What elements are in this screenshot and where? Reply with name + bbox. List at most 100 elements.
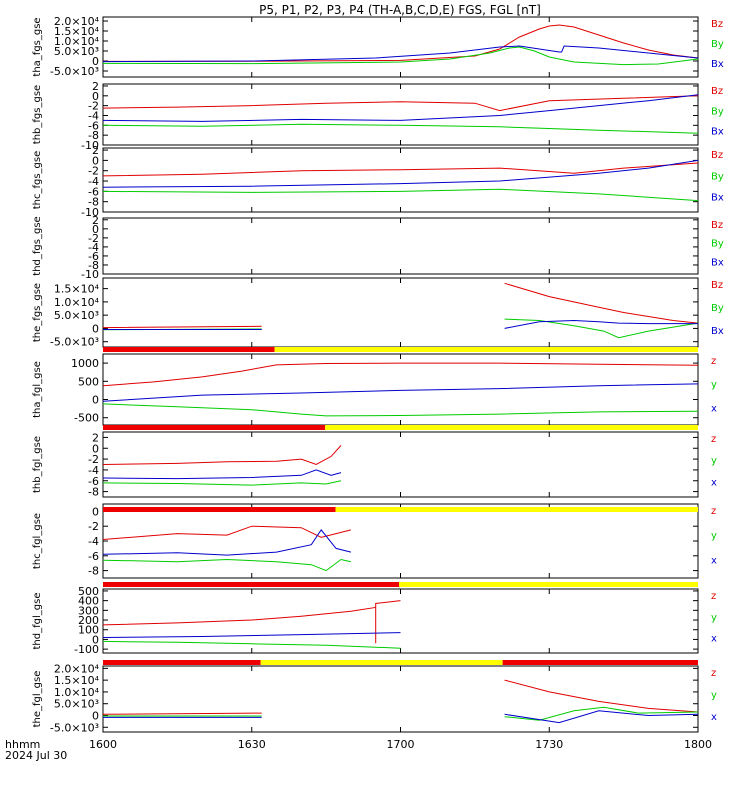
y-axis-label: thd_fgl_gse <box>32 593 43 650</box>
legend-y: y <box>711 612 717 623</box>
y-tick-label: 1.5×10⁴ <box>54 674 100 687</box>
legend-bz: Bz <box>711 19 723 30</box>
y-tick-label: 0 <box>92 55 99 68</box>
y-tick-label: -6 <box>88 185 99 198</box>
date-label: 2024 Jul 30 <box>5 749 67 762</box>
legend-x: x <box>711 403 717 414</box>
legend-bx: Bx <box>711 193 724 204</box>
time-format-label: hhmm <box>5 738 40 751</box>
series-bz-line <box>102 282 699 329</box>
panel-6: 1000 500 0 -500 tha_fgl_gse z y x <box>32 353 717 426</box>
y-tick-label: 0 <box>92 90 99 103</box>
y-tick-label: -5.0×10³ <box>50 336 99 349</box>
legend-y: y <box>711 456 717 467</box>
panel-frame <box>102 217 699 275</box>
panel-7: 20-2-4-6-8 thb_fgl_gse zyx <box>32 431 717 498</box>
y-tick-label: 2.0×10⁴ <box>54 15 100 28</box>
panels-group: 2.0×10⁴1.5×10⁴1.0×10⁴5.0×10³0-5.0×10³tha… <box>32 15 724 751</box>
series-y-line <box>103 706 699 721</box>
series-by-line <box>102 123 699 134</box>
status-bar-segment <box>103 347 275 352</box>
series-bx-line <box>102 45 699 63</box>
series-by-line <box>102 188 699 202</box>
y-tick-label: -2 <box>88 100 99 113</box>
series-bz-line <box>102 95 699 112</box>
y-tick-label: -4 <box>88 464 99 477</box>
y-tick-label: 200 <box>78 614 99 627</box>
legend-x: x <box>711 712 717 723</box>
legend-by: By <box>711 171 724 182</box>
y-tick-label: 0 <box>92 394 99 407</box>
y-tick-label: -4 <box>88 535 99 548</box>
y-tick-label: -6 <box>88 550 99 563</box>
legend-bz: Bz <box>711 86 723 97</box>
legend-bz: Bz <box>711 280 723 291</box>
y-axis-label: tha_fgl_gse <box>32 361 43 418</box>
legend-x: x <box>711 555 717 566</box>
y-tick-label: 0 <box>92 710 99 723</box>
series-x-line <box>102 383 699 402</box>
status-bar-segment <box>103 425 326 430</box>
legend-bx: Bx <box>711 326 724 337</box>
y-tick-label: 5.0×10³ <box>54 45 99 58</box>
y-tick-label: -2 <box>88 453 99 466</box>
y-tick-label: 0 <box>92 505 99 518</box>
y-tick-label: -8 <box>88 259 99 272</box>
status-bar-segment <box>335 507 698 512</box>
y-tick-label: -5.0×10³ <box>50 721 99 734</box>
y-tick-label: 1.0×10⁴ <box>54 686 100 699</box>
y-axis-label: thb_fgl_gse <box>32 436 43 493</box>
series-by-line <box>102 318 699 339</box>
y-tick-label: 1000 <box>71 357 99 370</box>
y-tick-label: 2 <box>92 431 99 444</box>
panel-frame <box>102 16 699 78</box>
y-axis-label: tha_fgs_gse <box>32 17 43 76</box>
y-tick-label: 1.5×10⁴ <box>54 283 100 296</box>
series-y-line <box>102 480 342 486</box>
series-by-line <box>102 46 699 66</box>
y-tick-label: 2 <box>92 214 99 227</box>
y-tick-label: -10 <box>81 139 99 152</box>
legend-z: z <box>711 591 716 602</box>
status-bar-segment <box>260 660 503 665</box>
y-tick-label: -6 <box>88 119 99 132</box>
legend-x: x <box>711 634 717 645</box>
series-x-line <box>102 529 352 556</box>
x-tick-label: 1700 <box>387 738 415 751</box>
panel-3: 20-2-4-6-8-10 thc_fgs_gse Bz By Bx <box>32 144 724 219</box>
y-tick-label: 2.0×10⁴ <box>54 662 100 675</box>
series-x-line <box>103 710 699 724</box>
panel-frame <box>102 503 699 579</box>
y-tick-label: -4 <box>88 109 99 122</box>
y-tick-label: 300 <box>78 604 99 617</box>
y-axis-label: thc_fgs_gse <box>32 151 43 210</box>
y-tick-label: 2 <box>92 144 99 157</box>
y-tick-label: 400 <box>78 595 99 608</box>
series-x-line <box>102 469 342 480</box>
series-y-line <box>102 640 401 649</box>
status-bar-segment <box>399 582 698 587</box>
panel-8: 0 -2 -4 -6 -8 thc_fgl_gse z y x <box>32 503 717 579</box>
figure-title: P5, P1, P2, P3, P4 (TH-A,B,C,D,E) FGS, F… <box>259 3 541 17</box>
y-tick-label: -4 <box>88 175 99 188</box>
series-bx-line <box>102 159 699 188</box>
y-axis-label: the_fgl_gse <box>32 671 43 728</box>
panel-frame <box>102 147 699 213</box>
legend-z: z <box>711 434 716 445</box>
legend-by: By <box>711 106 724 117</box>
y-tick-label: -10 <box>81 206 99 219</box>
y-tick-label: 0 <box>92 633 99 646</box>
y-tick-label: 5.0×10³ <box>54 698 99 711</box>
y-tick-label: 1.0×10⁴ <box>54 296 100 309</box>
y-axis-label: thb_fgs_gse <box>32 85 43 144</box>
y-tick-label: -8 <box>88 129 99 142</box>
legend-bz: Bz <box>711 150 723 161</box>
legend-y: y <box>711 690 717 701</box>
legend-bz: Bz <box>711 220 723 231</box>
y-tick-label: -8 <box>88 565 99 578</box>
legend-z: z <box>711 668 716 679</box>
status-bar-segment <box>325 425 698 430</box>
x-tick-label: 1600 <box>89 738 117 751</box>
